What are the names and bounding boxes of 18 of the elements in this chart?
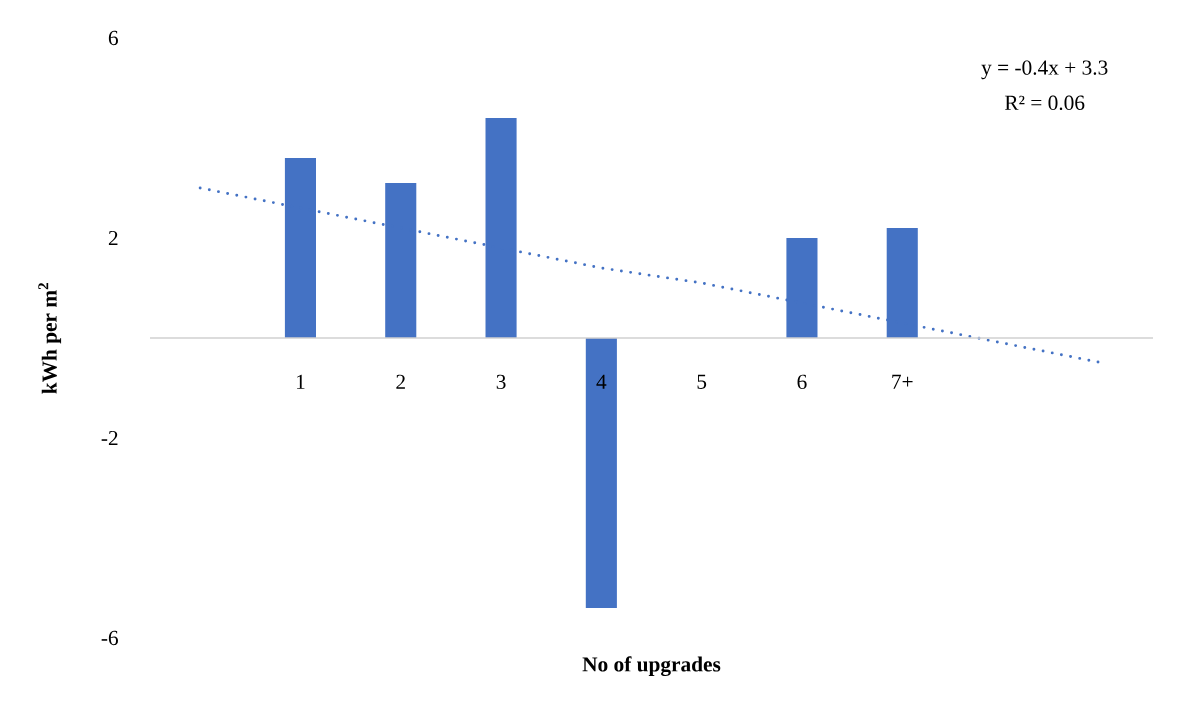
bar: [585, 338, 617, 608]
x-tick-label: 3: [496, 374, 506, 390]
y-tick-label: 2: [108, 230, 118, 246]
x-tick-label: 7+: [892, 374, 913, 389]
x-tick-label: 2: [396, 374, 405, 389]
annotation: R² = 0.06: [1004, 95, 1085, 111]
y-axis-title: kWh per m$^{2}$: [38, 283, 62, 394]
y-tick-label: 6: [108, 30, 118, 46]
x-tick-label: 6: [797, 374, 807, 390]
annotation: y = -0.4x + 3.3: [981, 60, 1108, 80]
bar: [886, 228, 918, 338]
x-axis-title: No of upgrades: [582, 656, 721, 677]
x-tick-label: 1: [297, 374, 305, 389]
bar: [786, 238, 818, 338]
y-tick-label: -6: [101, 630, 118, 646]
y-tick-label: -2: [101, 430, 118, 446]
x-tick-label: 4: [596, 374, 607, 389]
x-tick-label: 5: [697, 374, 707, 389]
